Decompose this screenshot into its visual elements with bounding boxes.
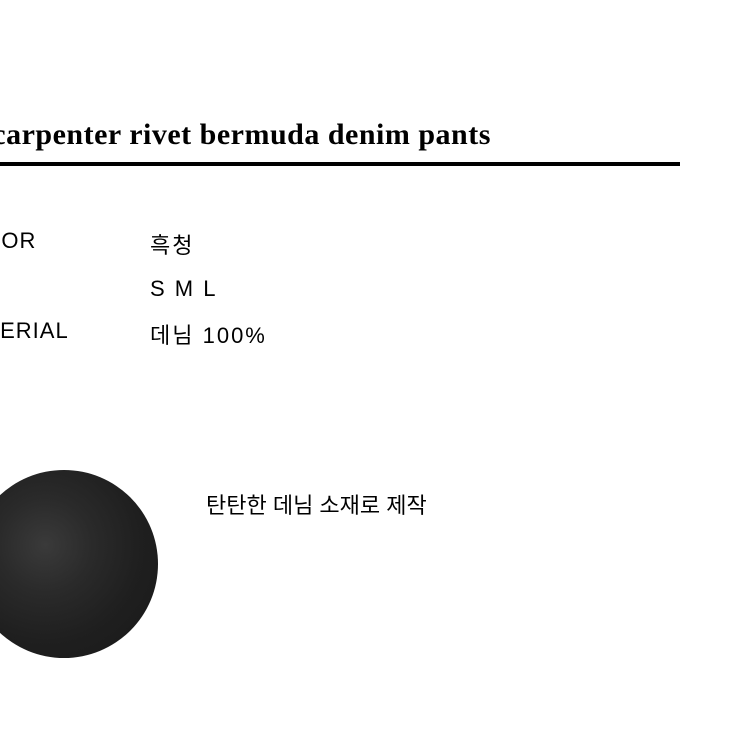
spec-row-size: ZE S M L <box>0 276 267 302</box>
title-divider <box>0 162 680 166</box>
spec-row-color: OLOR 흑청 <box>0 228 267 260</box>
spec-label-color: OLOR <box>0 228 150 260</box>
product-title: te carpenter rivet bermuda denim pants <box>0 118 491 152</box>
swatch-description: 탄탄한 데님 소재로 제작 <box>206 488 427 520</box>
swatch-section: 탄탄한 데님 소재로 제작 <box>0 470 427 658</box>
spec-value-color: 흑청 <box>150 228 194 260</box>
fabric-swatch <box>0 470 158 658</box>
spec-value-material: 데님 100% <box>150 318 267 350</box>
spec-row-material: ETERIAL 데님 100% <box>0 318 267 350</box>
spec-label-material: ETERIAL <box>0 318 150 350</box>
spec-value-size: S M L <box>150 276 217 302</box>
spec-table: OLOR 흑청 ZE S M L ETERIAL 데님 100% <box>0 228 267 366</box>
spec-label-size: ZE <box>0 276 150 302</box>
